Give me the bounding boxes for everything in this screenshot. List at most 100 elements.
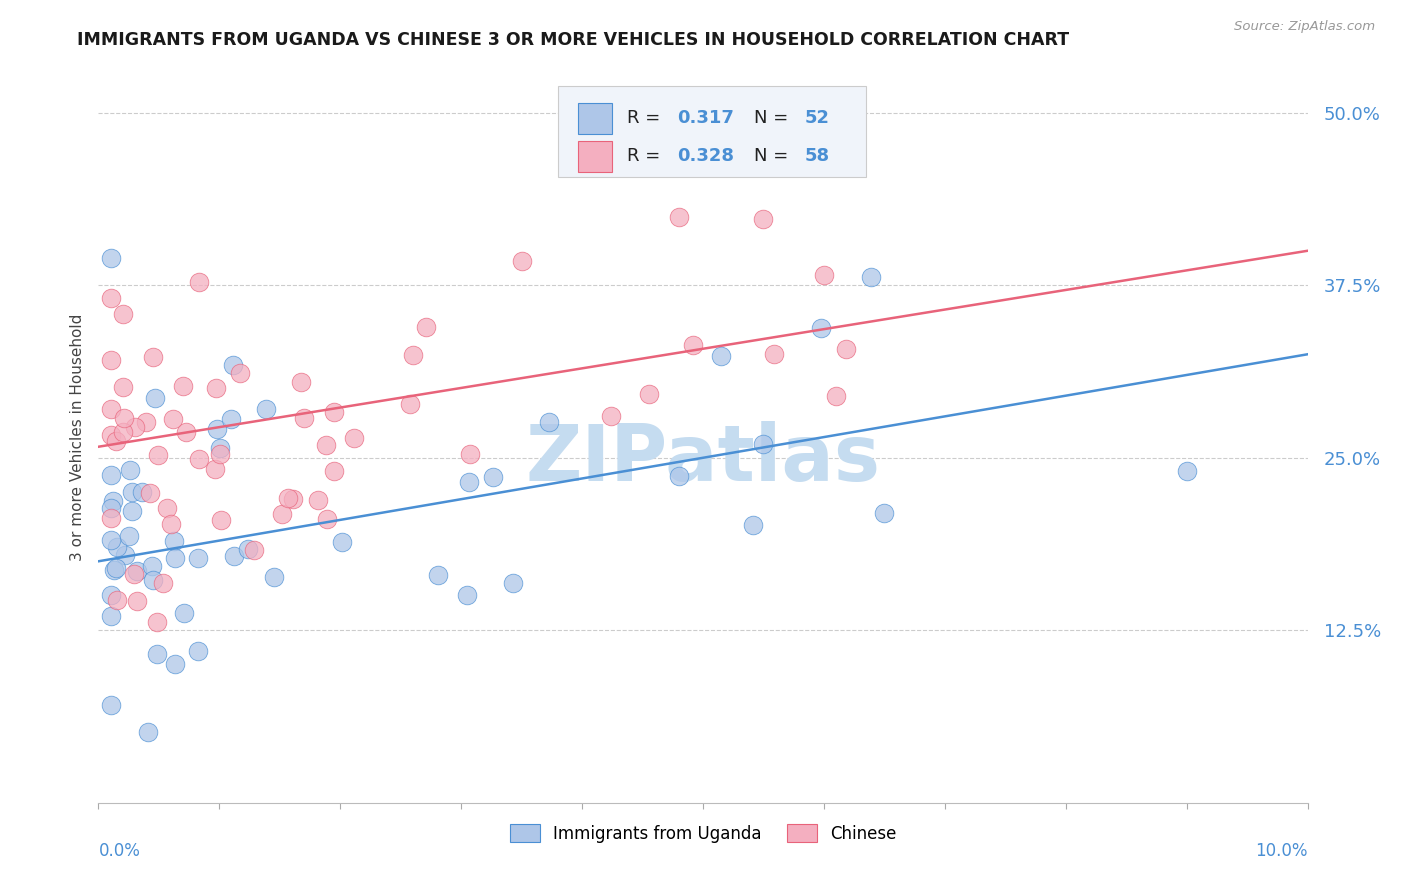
Point — [100, 291, 122, 305]
Point — [402, 347, 425, 361]
Point — [330, 535, 353, 549]
Point — [205, 422, 228, 436]
Point — [125, 594, 148, 608]
Point — [323, 464, 346, 478]
Point — [763, 346, 786, 360]
Point — [290, 375, 312, 389]
Point — [142, 573, 165, 587]
Point — [187, 551, 209, 566]
Text: IMMIGRANTS FROM UGANDA VS CHINESE 3 OR MORE VEHICLES IN HOUSEHOLD CORRELATION CH: IMMIGRANTS FROM UGANDA VS CHINESE 3 OR M… — [77, 31, 1070, 49]
Point — [105, 434, 128, 448]
Point — [187, 451, 209, 466]
Point — [457, 475, 479, 490]
Text: N =: N = — [754, 109, 794, 128]
Point — [112, 425, 135, 440]
Point — [399, 397, 422, 411]
Point — [343, 431, 366, 445]
Point — [456, 588, 478, 602]
Point — [292, 410, 315, 425]
Point — [668, 211, 690, 225]
Point — [323, 405, 346, 419]
Point — [162, 412, 184, 426]
Point — [281, 491, 304, 506]
FancyBboxPatch shape — [558, 86, 866, 178]
Bar — [578, 103, 613, 134]
Point — [148, 449, 170, 463]
Point — [254, 401, 277, 416]
Point — [112, 379, 135, 393]
Point — [121, 484, 143, 499]
Point — [172, 379, 194, 393]
Point — [100, 608, 122, 623]
Text: ZIPatlas: ZIPatlas — [526, 421, 880, 497]
Point — [121, 504, 143, 518]
Point — [138, 485, 160, 500]
Point — [208, 442, 231, 456]
Point — [146, 615, 169, 630]
Point — [125, 564, 148, 578]
Bar — [578, 141, 613, 171]
Point — [112, 410, 135, 425]
Text: R =: R = — [627, 109, 666, 128]
Point — [118, 529, 141, 543]
Point — [142, 350, 165, 364]
Point — [114, 548, 136, 562]
Point — [120, 463, 142, 477]
Point — [482, 469, 505, 483]
Point — [859, 269, 882, 284]
Point — [100, 511, 122, 525]
Point — [163, 551, 186, 566]
Point — [204, 462, 226, 476]
Point — [188, 275, 211, 289]
Point — [813, 268, 835, 283]
Point — [307, 493, 329, 508]
Point — [1175, 464, 1198, 478]
Point — [160, 516, 183, 531]
Point — [228, 366, 250, 380]
Point — [145, 647, 167, 661]
Text: Source: ZipAtlas.com: Source: ZipAtlas.com — [1234, 20, 1375, 33]
Point — [205, 381, 228, 395]
Point — [156, 501, 179, 516]
Point — [668, 468, 690, 483]
Point — [277, 491, 299, 506]
Legend: Immigrants from Uganda, Chinese: Immigrants from Uganda, Chinese — [503, 818, 903, 849]
Point — [710, 349, 733, 363]
Point — [105, 592, 128, 607]
Point — [238, 541, 260, 556]
Point — [263, 569, 285, 583]
Point — [136, 724, 159, 739]
Point — [152, 576, 174, 591]
Point — [502, 576, 524, 591]
Point — [173, 606, 195, 620]
Point — [141, 559, 163, 574]
Point — [825, 389, 848, 403]
Point — [163, 534, 186, 549]
Point — [208, 447, 231, 461]
Point — [752, 211, 775, 226]
Point — [742, 518, 765, 533]
Point — [100, 589, 122, 603]
Point — [187, 644, 209, 658]
Point — [834, 342, 856, 356]
Point — [460, 447, 482, 461]
Point — [415, 319, 437, 334]
Text: 0.0%: 0.0% — [98, 842, 141, 860]
Point — [510, 254, 533, 268]
Point — [111, 307, 134, 321]
Point — [810, 320, 832, 334]
Point — [100, 698, 122, 712]
Point — [271, 507, 294, 521]
Point — [105, 540, 128, 554]
Point — [427, 567, 450, 582]
Point — [163, 657, 186, 672]
Text: R =: R = — [627, 147, 666, 165]
Point — [638, 386, 661, 401]
Point — [174, 425, 197, 440]
Point — [100, 251, 122, 265]
Point — [222, 549, 245, 563]
Point — [103, 562, 125, 576]
Point — [100, 352, 122, 367]
Text: 0.328: 0.328 — [678, 147, 734, 165]
Point — [221, 411, 243, 425]
